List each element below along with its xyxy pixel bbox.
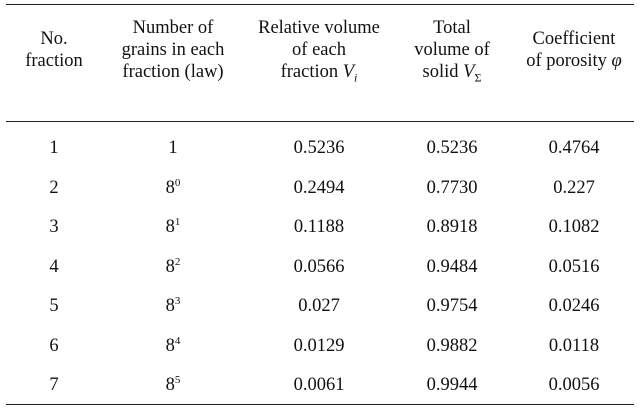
table-row: 1 1 0.5236 0.5236 0.4764	[6, 128, 634, 168]
cell-grains: 85	[104, 365, 242, 405]
header-symbol: V	[342, 62, 355, 82]
grains-exponent: 4	[174, 334, 181, 347]
cell-total-volume: 0.9484	[426, 256, 478, 277]
grains-base: 8	[165, 217, 175, 237]
cell-porosity: 0.0118	[548, 335, 600, 356]
cell-relative-volume: 0.1188	[293, 217, 345, 237]
table-row: 5 83 0.027 0.9754 0.0246	[6, 286, 634, 326]
grains-base: 1	[168, 138, 178, 158]
cell-total-volume: 0.8918	[426, 217, 478, 237]
cell-fraction-no: 4	[49, 256, 59, 277]
grains-base: 8	[165, 375, 175, 395]
cell-fraction-no: 5	[49, 296, 59, 316]
header-line: Relative volume	[258, 18, 380, 38]
header-subscript: i	[354, 70, 358, 85]
cell-porosity: 0.0056	[548, 375, 600, 395]
cell-total-volume: 0.9944	[426, 375, 478, 395]
cell-porosity: 0.4764	[548, 138, 600, 158]
table-bottom-rule	[6, 404, 634, 405]
header-line: fraction Vi	[258, 61, 380, 89]
cell-porosity: 0.0246	[548, 296, 600, 316]
header-text: fraction	[280, 62, 343, 82]
grains-base: 8	[165, 335, 175, 356]
cell-relative-volume: 0.0129	[293, 335, 345, 356]
cell-grains: 80	[104, 168, 242, 208]
cell-relative-volume: 0.027	[298, 296, 340, 316]
header-line: of each	[292, 40, 346, 60]
cell-porosity: 0.227	[553, 177, 595, 198]
table-row: 4 82 0.0566 0.9484 0.0516	[6, 247, 634, 287]
table-row: 2 80 0.2494 0.7730 0.227	[6, 168, 634, 208]
header-line: grains in each	[121, 40, 225, 60]
cell-fraction-no: 1	[49, 138, 59, 158]
cell-total-volume: 0.5236	[426, 138, 478, 158]
header-line: Total	[433, 18, 471, 38]
cell-porosity: 0.1082	[548, 217, 600, 237]
header-total-volume: Total volume of solid VΣ	[396, 17, 508, 123]
cell-fraction-no: 6	[49, 335, 59, 356]
grains-base: 8	[165, 256, 175, 277]
header-line: Coefficient	[532, 29, 616, 49]
header-number-of-grains: Number of grains in each fraction (law)	[104, 17, 242, 123]
table-row: 6 84 0.0129 0.9882 0.0118	[6, 326, 634, 366]
header-line: No.	[40, 29, 68, 49]
header-symbol: φ	[611, 51, 622, 71]
header-line: of porosity φ	[526, 50, 622, 72]
header-line: fraction (law)	[122, 62, 224, 82]
header-porosity: Coefficient of porosity φ	[514, 28, 634, 134]
cell-fraction-no: 7	[49, 375, 59, 395]
cell-relative-volume: 0.5236	[293, 138, 345, 158]
table-row: 3 81 0.1188 0.8918 0.1082	[6, 207, 634, 247]
cell-total-volume: 0.7730	[426, 177, 478, 198]
header-line: Number of	[132, 18, 214, 38]
table-top-rule	[6, 4, 634, 5]
grains-exponent: 0	[174, 176, 181, 189]
header-relative-volume: Relative volume of each fraction Vi	[244, 17, 394, 123]
table-row: 7 85 0.0061 0.9944 0.0056	[6, 365, 634, 405]
header-line: fraction	[25, 51, 83, 71]
cell-relative-volume: 0.2494	[293, 177, 345, 198]
cell-porosity: 0.0516	[548, 256, 600, 277]
header-text: of porosity	[526, 51, 612, 71]
cell-total-volume: 0.9882	[426, 335, 478, 356]
cell-fraction-no: 2	[49, 177, 59, 198]
table-header-rule	[6, 121, 634, 122]
grains-exponent: 3	[174, 295, 181, 307]
cell-grains: 83	[104, 286, 242, 326]
cell-grains: 81	[104, 207, 242, 247]
header-no-fraction: No. fraction	[6, 28, 102, 134]
header-line: volume of	[414, 40, 490, 60]
grains-base: 8	[165, 177, 175, 198]
grains-exponent: 1	[174, 216, 181, 228]
cell-grains: 84	[104, 326, 242, 366]
cell-fraction-no: 3	[49, 217, 59, 237]
grains-exponent: 2	[174, 255, 181, 268]
cell-grains: 82	[104, 247, 242, 287]
grains-exponent: 5	[174, 374, 181, 386]
cell-relative-volume: 0.0061	[293, 375, 345, 395]
cell-total-volume: 0.9754	[426, 296, 478, 316]
header-symbol: V	[463, 62, 475, 82]
cell-grains: 1	[104, 128, 242, 168]
header-subscript: Σ	[474, 70, 482, 85]
header-line: solid VΣ	[414, 61, 490, 89]
header-text: solid	[422, 62, 464, 82]
cell-relative-volume: 0.0566	[293, 256, 345, 277]
grains-base: 8	[165, 296, 175, 316]
